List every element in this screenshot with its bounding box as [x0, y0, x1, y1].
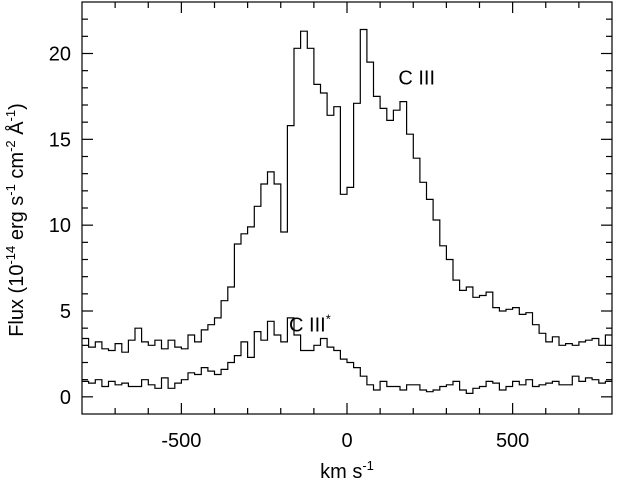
series-line-1	[82, 28, 612, 353]
x-tick-label: 500	[496, 430, 529, 452]
line-label: C III*	[289, 312, 331, 337]
y-tick-label: 10	[49, 215, 71, 237]
annotations: C III C III*	[289, 67, 435, 336]
x-axis-title: km s-1	[320, 458, 374, 483]
y-tick-label: 15	[49, 129, 71, 151]
series-line-2	[82, 317, 612, 394]
line-label: C III	[398, 67, 435, 89]
series-layer	[82, 28, 612, 394]
y-axis-title: Flux (10-14 erg s-1 cm-2 Å-1)	[3, 103, 28, 337]
x-tick-label: 0	[341, 430, 352, 452]
y-axis-ticks: 0 5 10 15 20	[49, 18, 612, 409]
x-tick-label: -500	[161, 430, 201, 452]
y-tick-label: 0	[60, 387, 71, 409]
y-tick-label: 20	[49, 44, 71, 66]
x-axis-ticks: -500 0 500	[114, 2, 580, 452]
y-tick-label: 5	[60, 301, 71, 323]
